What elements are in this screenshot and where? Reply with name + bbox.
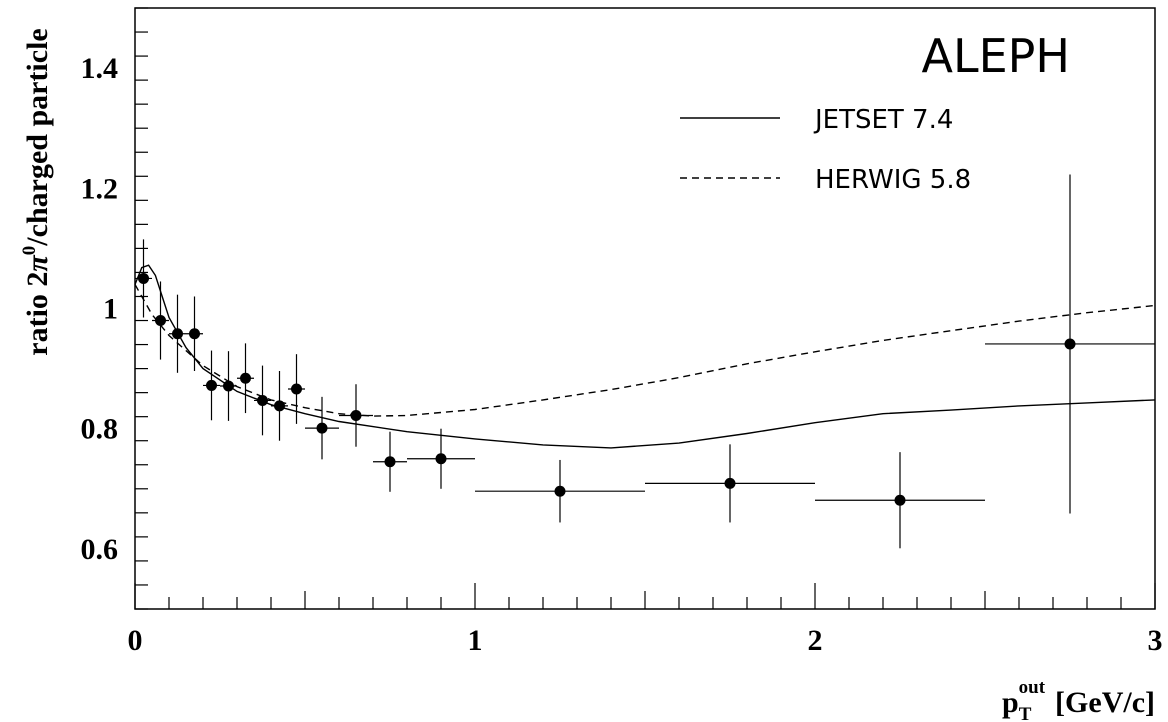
jetset-curve bbox=[134, 264, 1156, 449]
data-point bbox=[475, 459, 645, 523]
data-marker bbox=[724, 477, 736, 489]
y-axis-label-symbol: π bbox=[21, 255, 54, 272]
herwig-curve bbox=[134, 284, 1156, 417]
x-tick-label: 2 bbox=[808, 624, 823, 657]
y-axis-label-prefix: ratio 2 bbox=[21, 272, 54, 356]
data-point bbox=[135, 239, 152, 318]
data-marker bbox=[316, 422, 328, 434]
data-marker bbox=[155, 315, 166, 327]
axes bbox=[134, 7, 1156, 610]
data-marker bbox=[223, 380, 234, 392]
data-point bbox=[373, 431, 407, 492]
y-axis-label-suffix: /charged particle bbox=[21, 28, 54, 246]
data-marker bbox=[138, 272, 149, 284]
data-marker bbox=[291, 383, 302, 395]
data-marker bbox=[350, 409, 362, 421]
data-point bbox=[815, 452, 985, 549]
x-tick-label: 0 bbox=[128, 624, 143, 657]
data-point bbox=[152, 281, 169, 360]
y-axis-label-sup: 0 bbox=[19, 246, 40, 256]
y-tick-label: 1.4 bbox=[81, 52, 119, 85]
tick-labels: 0 1 2 3 0.6 0.8 1 1.2 1.4 bbox=[81, 52, 1163, 657]
x-axis-label-base: p bbox=[1002, 686, 1019, 719]
data-marker bbox=[206, 379, 217, 391]
data-point bbox=[985, 174, 1155, 514]
y-tick-label: 0.8 bbox=[81, 413, 119, 446]
data-marker bbox=[384, 456, 396, 468]
chart-title: ALEPH bbox=[922, 29, 1071, 83]
data-marker bbox=[172, 328, 183, 340]
x-axis-label-sup: out bbox=[1019, 677, 1046, 698]
data-point bbox=[339, 384, 373, 447]
x-axis-label-unit: [GeV/c] bbox=[1055, 686, 1155, 719]
data-point bbox=[407, 428, 475, 489]
y-tick-label: 1 bbox=[103, 293, 118, 326]
x-tick-label: 3 bbox=[1148, 624, 1163, 657]
data-point bbox=[305, 396, 339, 460]
data-point bbox=[186, 296, 203, 372]
y-tick-label: 0.6 bbox=[81, 533, 119, 566]
data-point bbox=[237, 343, 254, 414]
x-axis-label-sub: T bbox=[1019, 704, 1032, 722]
data-point bbox=[254, 365, 271, 436]
data-point bbox=[645, 444, 815, 523]
data-marker bbox=[554, 485, 566, 497]
plot-frame bbox=[134, 7, 1156, 610]
x-tick-label: 1 bbox=[468, 624, 483, 657]
data-marker bbox=[274, 400, 285, 412]
model-curves bbox=[134, 264, 1156, 449]
legend-label: HERWIG 5.8 bbox=[815, 165, 971, 195]
data-marker bbox=[435, 453, 447, 465]
y-axis-label: ratio 2π0/charged particle bbox=[19, 28, 54, 355]
legend: JETSET 7.4 HERWIG 5.8 bbox=[680, 105, 971, 195]
legend-label: JETSET 7.4 bbox=[813, 105, 953, 135]
data-point bbox=[220, 351, 237, 421]
data-point bbox=[288, 354, 305, 424]
data-point bbox=[271, 371, 288, 441]
data-marker bbox=[894, 494, 906, 506]
data-marker bbox=[189, 328, 200, 340]
data-point bbox=[203, 350, 220, 421]
y-tick-label: 1.2 bbox=[81, 172, 119, 205]
data-marker bbox=[257, 394, 268, 406]
data-marker bbox=[240, 372, 251, 384]
data-points bbox=[135, 174, 1155, 549]
data-point bbox=[169, 294, 186, 373]
data-marker bbox=[1064, 338, 1076, 350]
x-axis-label: pTout [GeV/c] bbox=[1002, 677, 1155, 722]
